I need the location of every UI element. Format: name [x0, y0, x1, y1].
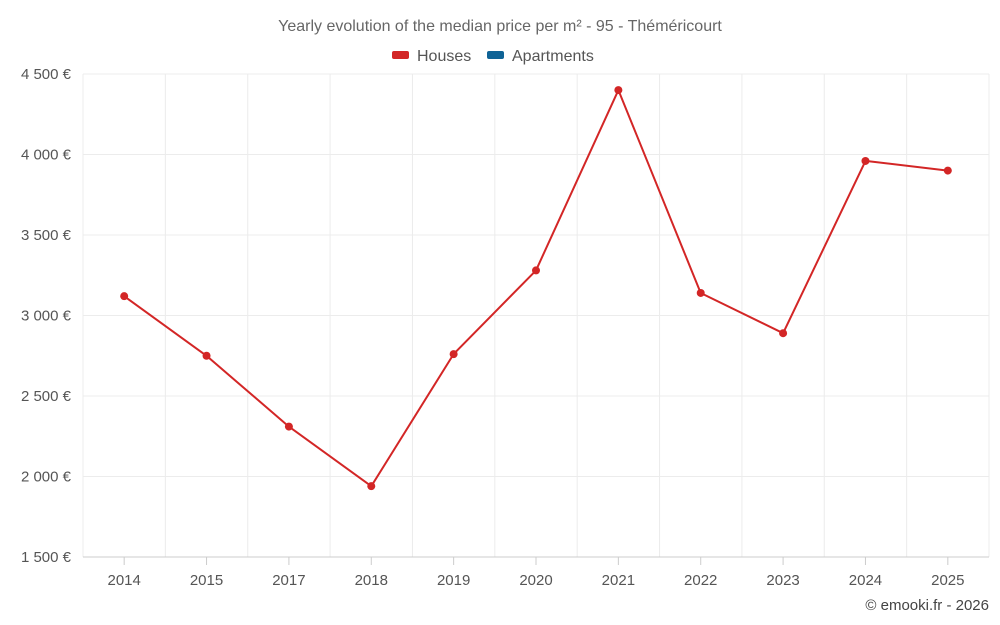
credit-text: © emooki.fr - 2026 — [865, 597, 989, 614]
y-tick-label: 4 500 € — [21, 66, 72, 83]
x-tick-label: 2022 — [684, 572, 717, 589]
y-tick-label: 1 500 € — [21, 549, 72, 566]
chart-series — [120, 86, 952, 491]
legend-item-apartments[interactable]: Apartments — [487, 48, 594, 65]
x-tick-label: 2021 — [602, 572, 635, 589]
data-point-houses-2017[interactable] — [284, 422, 293, 431]
legend-label-apartments: Apartments — [512, 48, 594, 65]
y-tick-label: 2 500 € — [21, 388, 72, 405]
y-tick-label: 2 000 € — [21, 469, 72, 486]
legend-swatch-apartments — [487, 51, 504, 59]
legend-item-houses[interactable]: Houses — [392, 48, 471, 65]
data-point-houses-2015[interactable] — [202, 351, 211, 360]
x-tick-label: 2025 — [931, 572, 964, 589]
x-tick-label: 2018 — [355, 572, 388, 589]
data-point-houses-2025[interactable] — [943, 166, 952, 175]
x-tick-label: 2017 — [272, 572, 305, 589]
x-tick-label: 2019 — [437, 572, 470, 589]
data-point-houses-2018[interactable] — [367, 482, 376, 491]
x-tick-label: 2024 — [849, 572, 882, 589]
x-tick-label: 2023 — [766, 572, 799, 589]
chart-grid — [82, 73, 990, 557]
data-point-houses-2019[interactable] — [449, 350, 458, 359]
legend-swatch-houses — [392, 51, 409, 59]
data-point-houses-2014[interactable] — [120, 292, 129, 301]
data-point-houses-2023[interactable] — [779, 329, 788, 338]
data-point-houses-2021[interactable] — [614, 86, 623, 95]
chart-title: Yearly evolution of the median price per… — [278, 18, 722, 35]
x-tick-label: 2015 — [190, 572, 223, 589]
chart-legend: Houses Apartments — [392, 48, 594, 65]
y-tick-label: 3 000 € — [21, 308, 72, 325]
data-point-houses-2024[interactable] — [861, 156, 870, 165]
legend-label-houses: Houses — [417, 48, 471, 65]
x-tick-label: 2014 — [107, 572, 140, 589]
x-tick-label: 2020 — [519, 572, 552, 589]
y-tick-label: 3 500 € — [21, 227, 72, 244]
data-point-houses-2020[interactable] — [532, 266, 540, 275]
chart-axes: 1 500 € 2 000 € 2 500 € 3 000 € 3 500 € 4 000… — [21, 66, 989, 589]
data-point-houses-2022[interactable] — [696, 288, 705, 297]
y-tick-label: 4 000 € — [21, 147, 72, 164]
